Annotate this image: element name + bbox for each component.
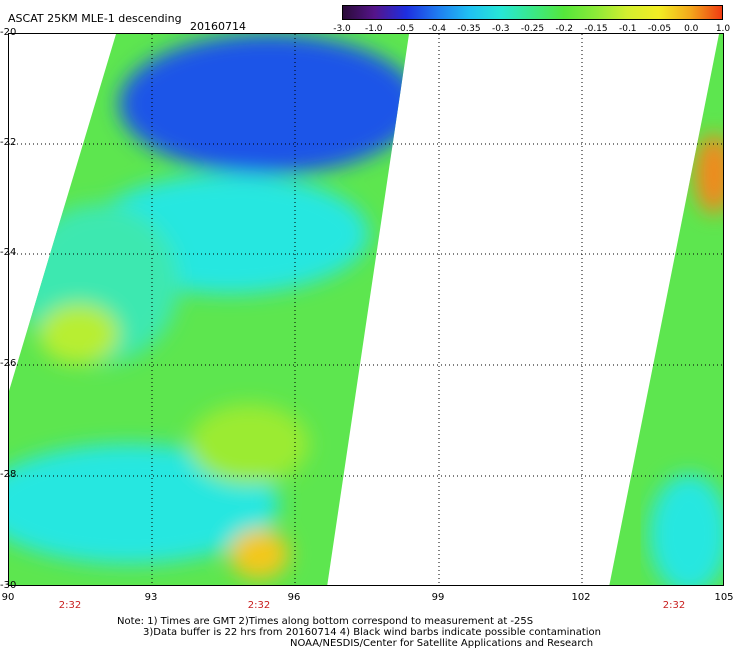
lat-label: -30 <box>0 580 17 591</box>
west-swath <box>9 34 409 585</box>
pass-time: 2:32 <box>662 600 686 611</box>
lon-label: 90 <box>1 592 15 603</box>
lat-label: -28 <box>0 469 17 480</box>
lat-label: -24 <box>0 247 17 258</box>
note-line-2: 3)Data buffer is 22 hrs from 20160714 4)… <box>143 627 601 638</box>
colorbar-tick-label: -0.3 <box>491 24 510 34</box>
colorbar-ticks: -3.0 -1.0 -0.5 -0.4 -0.35 -0.3 -0.25 -0.2 -0.15-… <box>330 24 730 36</box>
colorbar-tick-label: -0.15 <box>584 24 608 34</box>
colorbar-tick-label: 1.0 <box>715 24 731 34</box>
lon-label: 105 <box>714 592 734 603</box>
note-line-3: NOAA/NESDIS/Center for Satellite Applica… <box>290 638 594 649</box>
colorbar-tick-label: -0.05 <box>647 24 672 34</box>
note-line-1: Note: 1) Times are GMT 2)Times along bot… <box>117 616 534 627</box>
lat-label: -20 <box>0 27 17 38</box>
colorbar-tick-label: 0.0 <box>684 24 699 34</box>
colorbar-tick-label: -0.1 <box>618 24 637 34</box>
lon-label: 102 <box>571 592 591 603</box>
colorbar <box>342 5 723 20</box>
colorbar-tick-label: -0.25 <box>520 24 545 34</box>
map-title: ASCAT 25KM MLE-1 descending <box>8 12 182 25</box>
map-date: 20160714 <box>190 20 246 33</box>
pass-time: 2:32 <box>58 600 82 611</box>
map-panel <box>8 33 724 586</box>
lat-label: -26 <box>0 358 17 369</box>
lat-label: -22 <box>0 137 17 148</box>
colorbar-tick-label: -1.0 <box>364 24 383 34</box>
colorbar-tick-label: -0.4 <box>428 24 447 34</box>
lon-label: 96 <box>287 592 301 603</box>
colorbar-tick-label: -0.35 <box>457 24 481 34</box>
colorbar-tick-label: -3.0 <box>333 24 351 34</box>
colorbar-tick-label: -0.2 <box>555 24 574 34</box>
lon-label: 93 <box>144 592 158 603</box>
colorbar-tick-label: -0.5 <box>396 24 415 34</box>
lon-label: 99 <box>431 592 445 603</box>
map-svg <box>9 34 723 585</box>
pass-time: 2:32 <box>247 600 271 611</box>
grid-lines <box>9 34 723 585</box>
